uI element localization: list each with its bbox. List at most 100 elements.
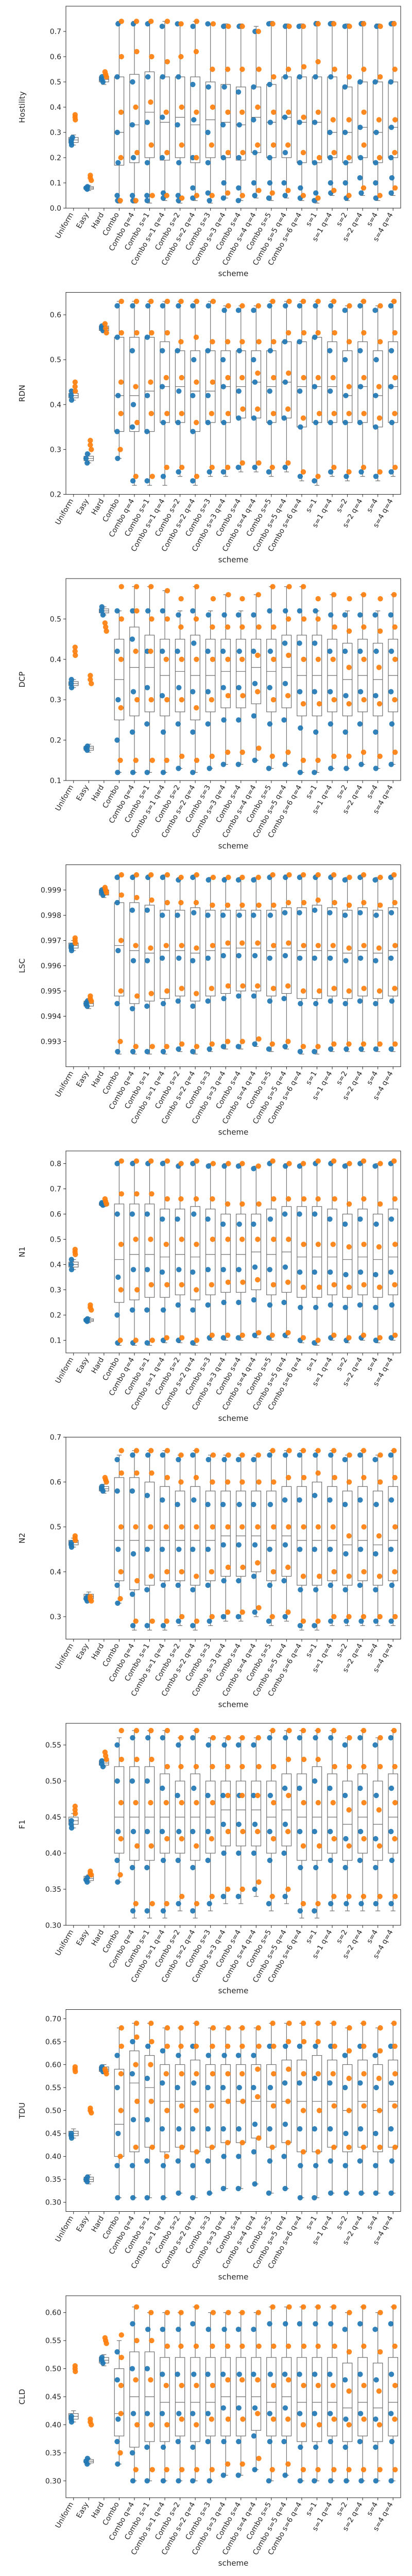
- point-orange: [240, 2098, 246, 2104]
- point-orange: [376, 1573, 383, 1579]
- point-blue: [190, 608, 196, 614]
- point-blue: [221, 877, 227, 883]
- point-blue: [130, 958, 136, 963]
- point-blue: [373, 1501, 379, 1507]
- point-blue: [235, 2185, 242, 2192]
- point-blue: [282, 1614, 288, 1620]
- point-orange: [118, 1158, 124, 1164]
- box-iqr: [175, 910, 185, 996]
- point-blue: [282, 2122, 288, 2127]
- point-blue: [205, 955, 211, 961]
- point-blue: [159, 24, 165, 29]
- point-blue: [357, 1302, 363, 1308]
- point-blue: [342, 2377, 348, 2383]
- point-orange: [377, 1335, 383, 1341]
- point-orange: [210, 66, 215, 72]
- x-tick-label: s=4: [365, 497, 380, 514]
- point-blue: [252, 2467, 258, 2472]
- point-orange: [164, 872, 170, 878]
- point-orange: [118, 1727, 124, 1734]
- point-blue: [236, 1299, 242, 1306]
- point-blue: [283, 608, 288, 614]
- point-orange: [300, 1573, 306, 1579]
- point-blue: [388, 1335, 394, 1341]
- y-axis-title: N2: [18, 1533, 27, 1544]
- point-orange: [225, 2071, 231, 2077]
- point-blue: [220, 1821, 226, 1827]
- point-orange: [194, 2422, 199, 2428]
- point-blue: [357, 155, 364, 161]
- point-orange: [315, 1901, 321, 1907]
- point-orange: [392, 656, 398, 663]
- point-orange: [149, 1337, 155, 1343]
- point-orange: [134, 2422, 140, 2428]
- point-orange: [255, 2411, 261, 2416]
- point-blue: [207, 198, 212, 204]
- box-11: [236, 2027, 246, 2189]
- point-orange: [179, 1836, 185, 1842]
- point-blue: [130, 1551, 136, 1557]
- point-orange: [133, 2062, 139, 2067]
- point-orange: [194, 1800, 199, 1806]
- point-orange: [271, 375, 277, 381]
- point-blue: [297, 1828, 303, 1835]
- point-blue: [372, 1163, 378, 1169]
- point-blue: [176, 1901, 181, 1907]
- point-orange: [225, 411, 231, 416]
- point-blue: [130, 608, 135, 614]
- point-blue: [342, 180, 348, 186]
- point-orange: [226, 303, 231, 309]
- box-iqr: [372, 1213, 383, 1298]
- point-blue: [176, 1547, 182, 1552]
- box-7: [175, 23, 185, 204]
- point-orange: [360, 1158, 367, 1164]
- point-blue: [373, 1865, 379, 1871]
- point-blue: [251, 117, 256, 123]
- point-blue: [115, 2130, 121, 2137]
- box-iqr: [327, 1773, 337, 1854]
- point-blue: [282, 193, 288, 198]
- point-orange: [331, 697, 337, 703]
- point-blue: [144, 2195, 150, 2200]
- point-orange: [361, 2343, 367, 2349]
- box-4: [129, 301, 140, 486]
- point-orange: [88, 676, 93, 683]
- point-blue: [282, 465, 288, 470]
- point-blue: [267, 2126, 272, 2132]
- point-blue: [175, 1582, 181, 1588]
- box-7: [175, 1454, 185, 1626]
- point-orange: [391, 1727, 397, 1734]
- point-blue: [297, 2195, 303, 2200]
- y-tick-label: 0.5: [50, 615, 61, 623]
- point-orange: [377, 628, 383, 634]
- point-orange: [361, 900, 367, 906]
- point-blue: [328, 2438, 334, 2445]
- point-blue: [220, 24, 227, 29]
- x-axis-title: scheme: [218, 1414, 249, 1423]
- point-orange: [270, 2103, 277, 2109]
- box-10: [220, 594, 231, 765]
- point-blue: [388, 1269, 394, 1275]
- point-blue: [160, 1857, 166, 1863]
- point-blue: [388, 1497, 394, 1503]
- point-blue: [251, 2371, 256, 2377]
- point-blue: [297, 74, 303, 80]
- point-orange: [346, 945, 352, 951]
- point-orange: [331, 411, 337, 416]
- point-blue: [328, 419, 334, 426]
- point-blue: [267, 955, 272, 961]
- point-orange: [392, 1836, 398, 1842]
- point-orange: [226, 2025, 231, 2031]
- point-blue: [327, 1269, 333, 1275]
- y-tick-label: 0.30: [45, 2199, 61, 2207]
- point-orange: [332, 1764, 337, 1770]
- point-blue: [190, 770, 196, 775]
- point-orange: [271, 1236, 277, 1242]
- point-blue: [328, 1302, 334, 1308]
- y-tick-label: 0.60: [45, 2309, 61, 2317]
- point-orange: [392, 749, 398, 755]
- point-orange: [392, 2043, 398, 2049]
- point-blue: [144, 429, 150, 434]
- point-blue: [236, 155, 242, 161]
